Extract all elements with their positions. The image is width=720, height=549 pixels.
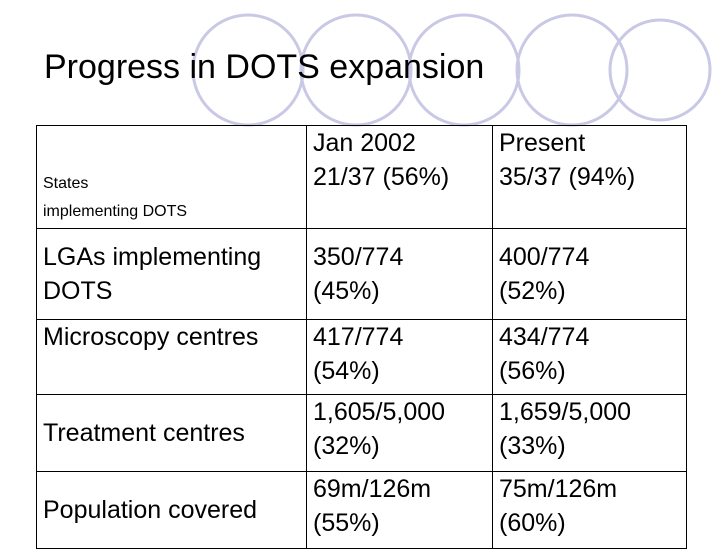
decor-circle: [608, 18, 712, 122]
present-cell: 400/774 (52%): [492, 228, 687, 320]
table-row: LGAs implementing DOTS 350/774 (45%) 400…: [36, 228, 687, 320]
row-label-states: States implementing DOTS: [36, 125, 307, 229]
row-label: LGAs implementing DOTS: [36, 228, 307, 320]
row-label: Microscopy centres: [36, 319, 307, 395]
present-cell: 1,659/5,000 (33%): [492, 394, 687, 472]
jan2002-header-cell: Jan 2002 21/37 (56%): [306, 125, 493, 229]
row-label: Population covered: [36, 471, 307, 549]
table-row: Treatment centres 1,605/5,000 (32%) 1,65…: [36, 394, 687, 472]
table-row: States implementing DOTS Jan 2002 21/37 …: [36, 125, 687, 229]
slide-title: Progress in DOTS expansion: [44, 48, 485, 86]
present-cell: 75m/126m (60%): [492, 471, 687, 549]
present-cell: 434/774 (56%): [492, 319, 687, 395]
jan2002-cell: 69m/126m (55%): [306, 471, 493, 549]
dots-progress-table: States implementing DOTS Jan 2002 21/37 …: [36, 125, 687, 549]
table-row: Population covered 69m/126m (55%) 75m/12…: [36, 471, 687, 549]
jan2002-cell: 417/774 (54%): [306, 319, 493, 395]
jan2002-cell: 350/774 (45%): [306, 228, 493, 320]
row-label: Treatment centres: [36, 394, 307, 472]
present-header-cell: Present 35/37 (94%): [492, 125, 687, 229]
table-row: Microscopy centres 417/774 (54%) 434/774…: [36, 319, 687, 395]
jan2002-cell: 1,605/5,000 (32%): [306, 394, 493, 472]
